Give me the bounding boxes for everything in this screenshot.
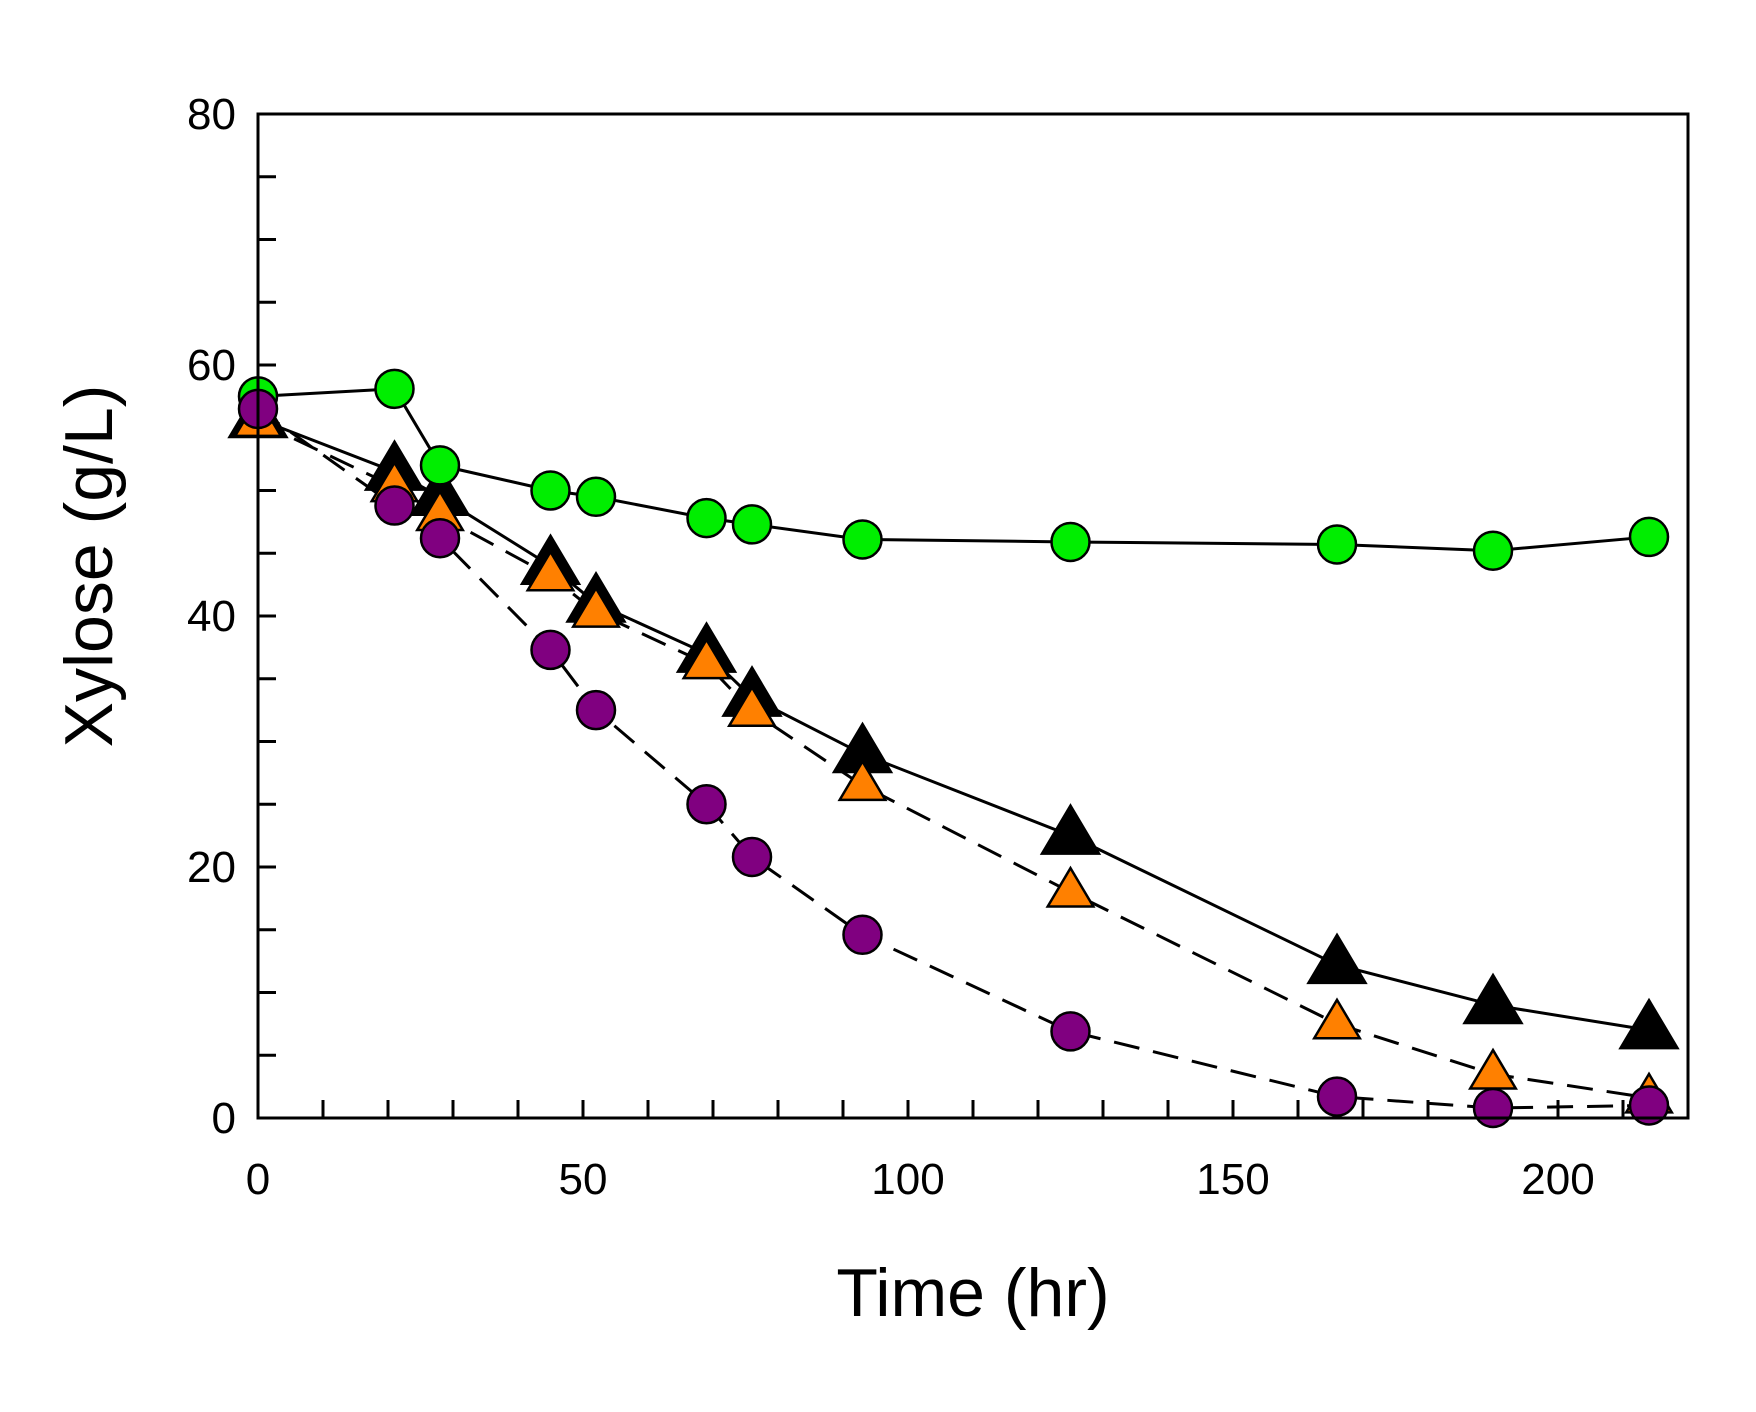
- y-tick-label: 80: [187, 90, 236, 139]
- data-point-2-5: [681, 637, 732, 680]
- data-point-3-8: [1050, 1011, 1091, 1052]
- x-tick-label: 100: [871, 1155, 944, 1204]
- data-point-1-8: [1039, 803, 1102, 855]
- series-line-0: [257, 387, 1650, 553]
- data-point-0-5: [686, 497, 727, 539]
- data-point-0-1: [374, 368, 415, 410]
- y-axis-title: Xylose (g/L): [51, 385, 127, 748]
- series-line-2: [257, 420, 1650, 1100]
- plot-frame: [256, 112, 1690, 1120]
- data-point-2-7: [837, 758, 888, 802]
- data-point-3-9: [1316, 1076, 1358, 1117]
- x-tick-label: 200: [1521, 1155, 1594, 1204]
- y-tick-label: 0: [212, 1094, 236, 1143]
- data-point-3-11: [1628, 1085, 1670, 1126]
- data-point-3-5: [686, 784, 727, 825]
- data-point-2-10: [1468, 1047, 1518, 1090]
- data-point-0-4: [575, 476, 617, 518]
- x-axis-title: Time (hr): [836, 1255, 1109, 1331]
- data-point-0-11: [1628, 516, 1670, 558]
- data-point-2-9: [1312, 997, 1362, 1040]
- data-point-2-8: [1045, 865, 1096, 908]
- data-point-3-6: [731, 836, 773, 878]
- data-point-1-9: [1306, 932, 1368, 985]
- plot-series: [227, 368, 1680, 1129]
- data-point-3-7: [842, 914, 883, 956]
- axis-ticks: 0 50 100 150 200 0 20 40 60 80: [187, 90, 1690, 1204]
- y-tick-label: 20: [187, 843, 236, 892]
- data-point-3-2: [419, 517, 461, 559]
- data-point-1-11: [1618, 997, 1680, 1050]
- data-point-3-4: [575, 689, 617, 731]
- data-point-2-4: [571, 585, 621, 628]
- data-point-3-1: [374, 485, 415, 526]
- data-point-3-10: [1472, 1087, 1514, 1129]
- data-point-2-3: [525, 549, 576, 592]
- data-point-3-3: [530, 629, 571, 671]
- x-tick-label: 150: [1196, 1155, 1269, 1204]
- data-point-0-8: [1050, 521, 1091, 563]
- data-point-2-6: [727, 684, 777, 728]
- data-point-0-6: [731, 504, 773, 545]
- data-point-0-9: [1316, 524, 1358, 565]
- y-tick-label: 60: [187, 341, 236, 390]
- data-point-0-3: [530, 470, 571, 511]
- x-tick-label: 50: [559, 1155, 608, 1204]
- data-point-0-10: [1472, 530, 1514, 571]
- data-point-0-7: [842, 519, 883, 560]
- data-point-0-2: [419, 445, 461, 486]
- y-tick-label: 40: [187, 592, 236, 641]
- data-point-1-10: [1462, 972, 1524, 1025]
- x-tick-label: 0: [246, 1155, 270, 1204]
